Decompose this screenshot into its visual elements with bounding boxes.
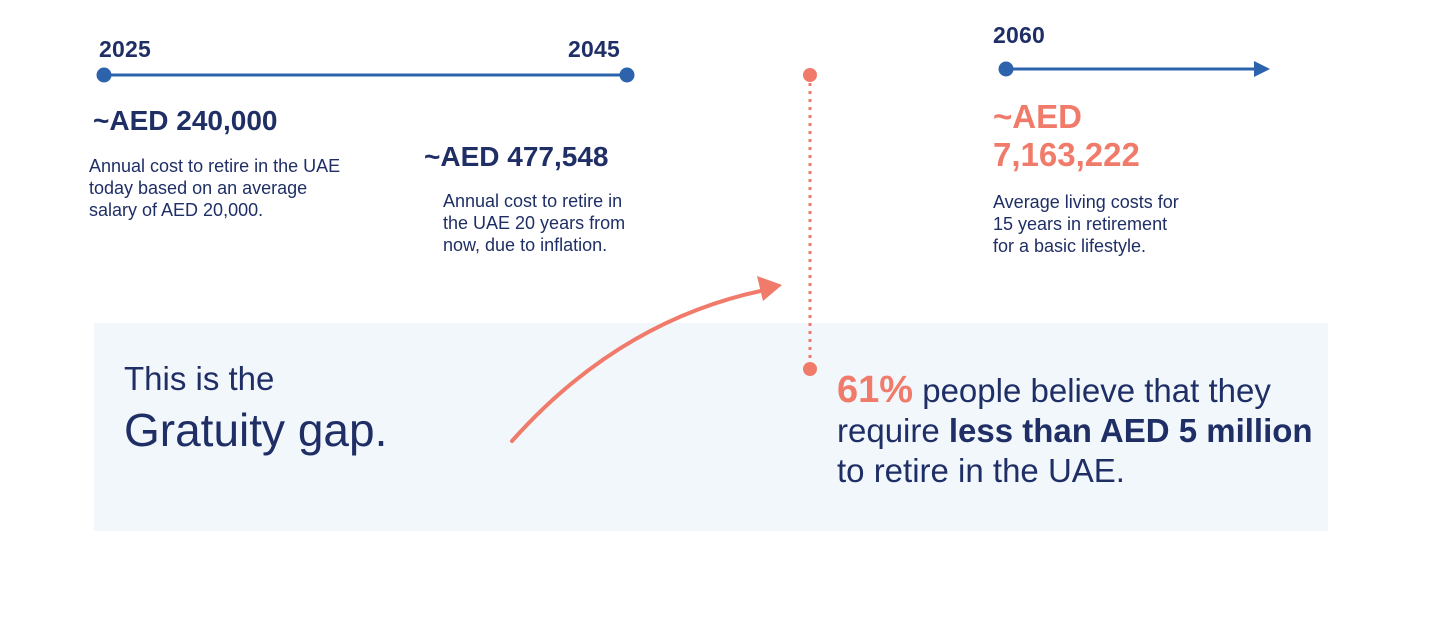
timeline-dot-2025 — [96, 67, 112, 83]
milestone-2060-amount: ~AED 7,163,222 — [993, 98, 1140, 174]
gap-curved-arrow — [510, 288, 767, 443]
statistic-highlight: less than AED 5 million — [948, 412, 1313, 449]
gap-connector-top-dot — [803, 68, 817, 82]
milestone-2045-description: Annual cost to retire in the UAE 20 year… — [443, 190, 625, 256]
amount-line: ~AED — [993, 98, 1082, 135]
gap-arrowhead-icon — [757, 276, 782, 301]
description-line: Average living costs for — [993, 192, 1179, 212]
gratuity-gap-panel — [94, 323, 1328, 531]
milestone-2060-description: Average living costs for 15 years in ret… — [993, 191, 1179, 257]
statistic-text-after: to retire in the UAE. — [837, 452, 1125, 489]
description-line: for a basic lifestyle. — [993, 236, 1147, 256]
milestone-2060-year: 2060 — [993, 22, 1045, 48]
description-line: today based on an average — [89, 178, 308, 198]
description-line: Annual cost to retire in — [443, 191, 623, 211]
statistic-percent: 61% — [837, 369, 914, 411]
gap-heading-line2: Gratuity gap. — [124, 404, 388, 456]
timeline-dot-2060 — [998, 61, 1014, 77]
description-line: now, due to inflation. — [443, 235, 608, 255]
timeline-arrowhead-icon — [1254, 61, 1270, 77]
timeline-dot-2045 — [619, 67, 635, 83]
milestone-2045-year: 2045 — [568, 36, 620, 62]
milestone-2045-amount: ~AED 477,548 — [424, 141, 609, 172]
description-line: 15 years in retirement — [993, 214, 1168, 234]
gap-heading-line1: This is the — [124, 360, 275, 397]
milestone-2025-amount: ~AED 240,000 — [93, 105, 278, 136]
statistic-text-before: people believe that they require — [837, 372, 1271, 449]
description-line: the UAE 20 years from — [443, 213, 626, 233]
belief-statistic: 61% people believe that they require les… — [837, 370, 1327, 491]
milestone-2025-description: Annual cost to retire in the UAE today b… — [89, 155, 340, 221]
milestone-2025-year: 2025 — [99, 36, 151, 62]
amount-line: 7,163,222 — [993, 136, 1140, 173]
gap-connector-bottom-dot — [803, 362, 817, 376]
description-line: salary of AED 20,000. — [89, 200, 264, 220]
description-line: Annual cost to retire in the UAE — [89, 156, 341, 176]
